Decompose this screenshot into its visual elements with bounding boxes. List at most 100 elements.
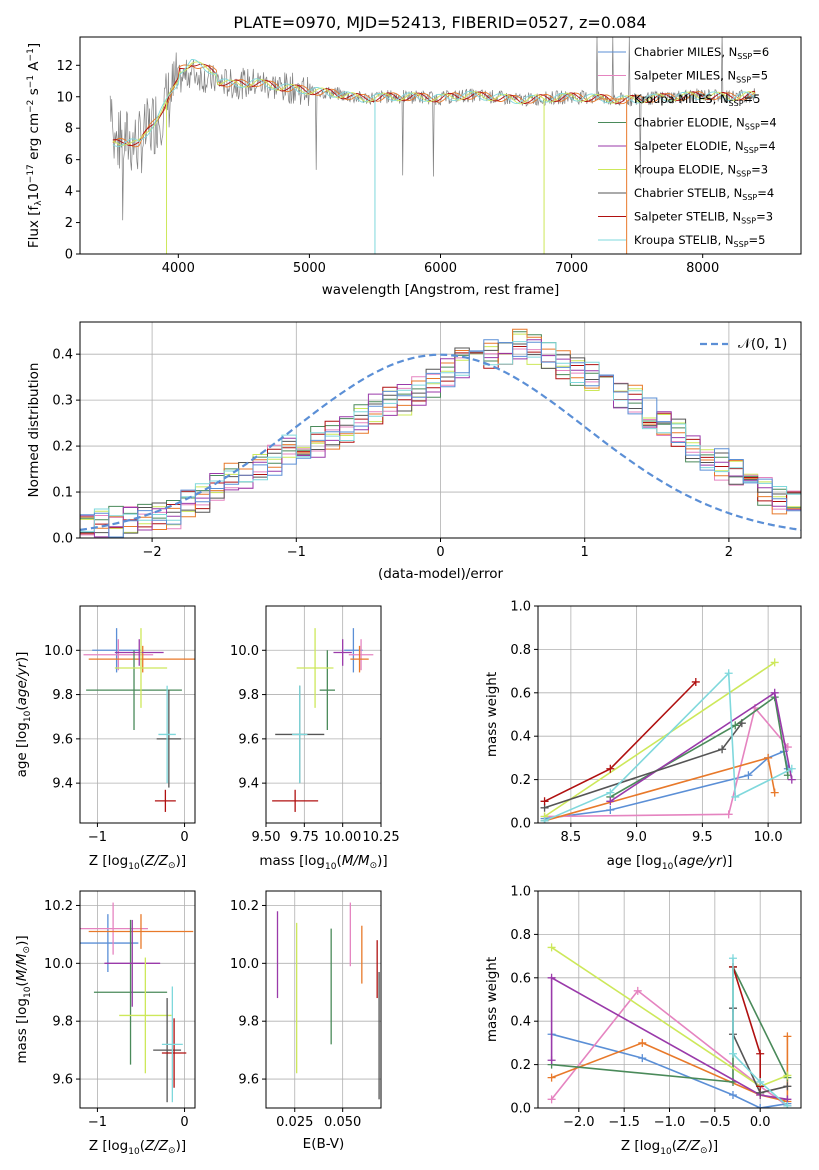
tick-label-y: 6 <box>65 153 73 168</box>
panel-age-vs-mass: 9.50 9.75 10.00 10.25 9.4 9.6 9.8 10.0 mass [log… <box>230 605 400 872</box>
y-axis-label: age [log10(age/yr)] <box>14 652 33 778</box>
histogram-salpeter_elodie <box>80 339 801 538</box>
tick-label-y: 1.0 <box>510 600 531 615</box>
data-point <box>770 788 779 797</box>
tick-label-y: 10.0 <box>230 644 259 659</box>
data-point <box>718 745 727 754</box>
y-axis-label: mass weight <box>484 672 500 757</box>
histogram-chabrier_miles <box>80 339 801 538</box>
tick-label-y: 0.2 <box>510 773 531 788</box>
tick-label-y: 10.2 <box>44 899 73 914</box>
tick-label-x: 0 <box>180 1115 188 1130</box>
tick-label-y: 0.6 <box>510 971 531 986</box>
tick-label-y: 0.2 <box>52 440 73 455</box>
tick-label-x: 9.0 <box>626 830 647 845</box>
tick-label-y: 4 <box>65 185 73 200</box>
tick-label-x: −2.0 <box>563 1115 595 1130</box>
tick-label-y: 0.8 <box>510 643 531 658</box>
histogram-kroupa_miles <box>80 328 801 530</box>
data-point <box>547 1095 556 1104</box>
plot-area <box>272 628 374 812</box>
tick-label-y: 0.6 <box>510 686 531 701</box>
histogram-chabrier_elodie <box>80 331 801 523</box>
tick-label-x: −0.5 <box>699 1115 731 1130</box>
tick-label-y: 10 <box>56 90 73 105</box>
data-point <box>728 954 737 963</box>
mass-weight-line-salpeter_miles <box>550 989 788 1107</box>
tick-label-x: 9.75 <box>290 830 319 845</box>
plot-area <box>80 902 194 1103</box>
tick-label-y: 0.1 <box>52 486 73 501</box>
tick-label-x: 4000 <box>162 261 195 276</box>
model-line-salpeter_stelib <box>112 63 756 147</box>
data-point <box>606 788 615 797</box>
x-axis-label: Z [log10(Z/Z⊙)] <box>89 853 186 872</box>
grid <box>538 605 801 824</box>
tick-label-x: −1.0 <box>654 1115 686 1130</box>
tick-label-x: 10.25 <box>362 830 399 845</box>
legend-label: Kroupa STELIB, NSSP=5 <box>634 233 765 249</box>
tick-label-y: 10.2 <box>230 899 259 914</box>
data-spectrum-line <box>109 37 756 221</box>
grid <box>80 606 195 823</box>
tick-label-y: 0.0 <box>510 1102 531 1117</box>
data-point <box>787 775 796 784</box>
legend-label: Chabrier MILES, NSSP=6 <box>634 45 769 61</box>
data-point <box>737 719 746 728</box>
mass-weight-line-chabrier_miles <box>544 750 789 820</box>
plot-area <box>276 902 380 1100</box>
data-point <box>633 986 642 995</box>
data-point <box>731 792 740 801</box>
x-axis-label: Z [log10(Z/Z⊙)] <box>621 1138 718 1157</box>
tick-label-x: 0.050 <box>324 1115 361 1130</box>
data-point <box>606 797 615 806</box>
histogram-chabrier_stelib <box>80 342 801 538</box>
legend-label: Chabrier ELODIE, NSSP=4 <box>634 116 777 132</box>
data-point <box>638 1038 647 1047</box>
tick-label-x: 0 <box>180 830 188 845</box>
tick-label-x: 9.50 <box>252 830 281 845</box>
tick-label-y: 9.4 <box>238 777 259 792</box>
mass-weight-line-salpeter_elodie <box>609 691 793 802</box>
data-point <box>724 810 733 819</box>
data-point <box>787 764 796 773</box>
axes-frame <box>79 605 196 824</box>
axes-frame <box>265 890 382 1109</box>
tick-label-x: 7000 <box>555 261 588 276</box>
tick-label-y: 0 <box>65 248 73 263</box>
panel-spectrum: 4000 5000 6000 7000 8000 0 2 4 6 8 10 12 Chabrier MI… <box>26 36 802 298</box>
tick-label-y: 0.8 <box>510 928 531 943</box>
model-line-kroupa_stelib <box>112 59 756 147</box>
axes-frame <box>537 890 802 1109</box>
data-point <box>547 1073 556 1082</box>
axes-frame <box>537 605 802 824</box>
tick-label-y: 12 <box>56 59 73 74</box>
plot-area <box>83 628 195 812</box>
model-line-kroupa_elodie <box>112 61 756 146</box>
x-axis-label: E(B-V) <box>303 1136 345 1152</box>
grid <box>266 891 381 1108</box>
x-axis-label: wavelength [Angstrom, rest frame] <box>322 282 560 298</box>
legend: Chabrier MILES, NSSP=6 Salpeter MILES, NS… <box>598 45 777 249</box>
tick-label-x: 8.5 <box>561 830 582 845</box>
tick-label-y: 8 <box>65 122 73 137</box>
data-point <box>638 1054 647 1063</box>
axes-frame <box>265 605 382 824</box>
data-point <box>783 1101 792 1108</box>
legend-label: Salpeter ELODIE, NSSP=4 <box>634 139 776 155</box>
tick-label-y: 9.6 <box>238 1073 259 1088</box>
tick-label-y: 2 <box>65 216 73 231</box>
tick-label-x: 2 <box>725 545 733 560</box>
tick-label-y: 0.4 <box>52 348 73 363</box>
tick-label-y: 9.8 <box>52 688 73 703</box>
tick-label-y: 9.6 <box>52 732 73 747</box>
mass-weight-line-salpeter_elodie <box>550 976 788 1101</box>
data-point <box>764 753 773 762</box>
x-axis-label: (data-model)/error <box>378 566 504 582</box>
grid <box>265 606 382 823</box>
tick-label-y: 0.3 <box>52 394 73 409</box>
data-point <box>783 1032 792 1041</box>
y-axis-label: Flux [fλ10−17 erg cm−2 s−1 A−1] <box>26 43 44 248</box>
data-point <box>728 1090 737 1099</box>
